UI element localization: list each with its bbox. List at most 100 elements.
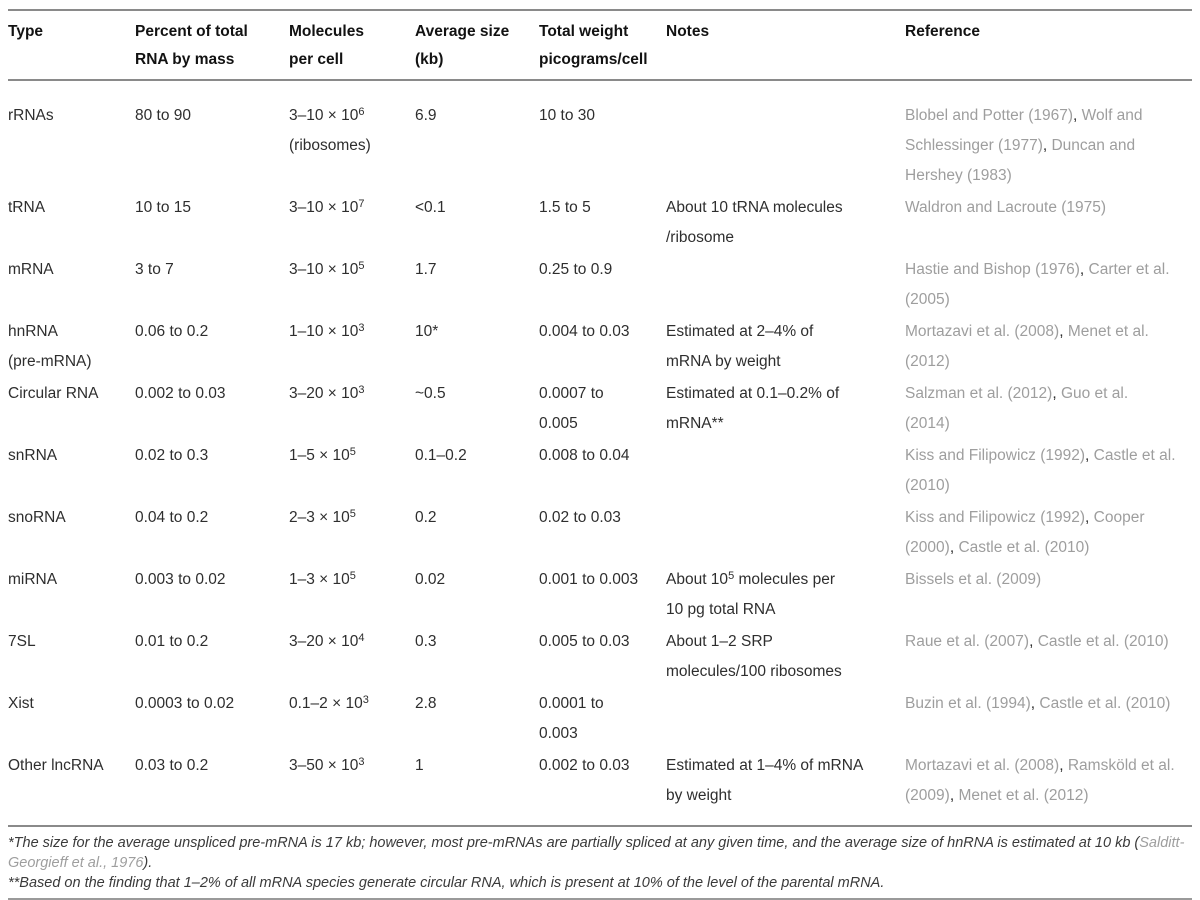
cell-notes: Estimated at 0.1–0.2% of mRNA**	[666, 377, 905, 439]
cell-weight: 0.001 to 0.003	[539, 563, 666, 625]
cell-size: 0.1–0.2	[415, 439, 539, 501]
cell-percent: 0.06 to 0.2	[135, 315, 289, 377]
cell-type: hnRNA (pre-mRNA)	[8, 315, 135, 377]
column-header-type-line1: Type	[8, 23, 44, 40]
text-segment: 80 to 90	[135, 107, 192, 124]
cell-reference: Mortazavi et al. (2008), Ramsköld et al.…	[905, 749, 1192, 825]
cell-weight: 0.005 to 0.03	[539, 625, 666, 687]
cell-reference: Bissels et al. (2009)	[905, 563, 1192, 625]
cell-size: 10*	[415, 315, 539, 377]
text-segment: 0.3	[415, 633, 437, 650]
column-header-notes: Notes	[666, 10, 905, 81]
superscript-exponent: 3	[358, 384, 365, 397]
column-header-molecules-line2: per cell	[289, 51, 344, 68]
text-segment: 3–20 × 10	[289, 633, 359, 650]
table-header-row: Type Percent of total RNA by mass Molecules…	[8, 10, 1192, 81]
citation-link[interactable]: Menet et al. (2012)	[905, 323, 1149, 370]
footnote-asterisk: *The size for the average unspliced pre-…	[8, 833, 1192, 873]
superscript-exponent: 5	[358, 260, 365, 273]
text-segment: mRNA	[8, 261, 54, 278]
cell-molecules: 3–10 × 106 (ribosomes)	[289, 80, 415, 191]
citation-link[interactable]: Menet et al. (2012)	[958, 787, 1089, 804]
cell-percent: 0.003 to 0.02	[135, 563, 289, 625]
cell-size: 1	[415, 749, 539, 825]
citation-link[interactable]: Duncan and Hershey (1983)	[905, 137, 1136, 184]
cell-weight: 0.002 to 0.03	[539, 749, 666, 825]
text-segment: /ribosome	[666, 229, 735, 246]
column-header-molecules: Molecules per cell	[289, 10, 415, 81]
table-body: rRNAs 80 to 90 3–10 × 106 (ribosomes) 6.9 10 …	[8, 80, 1192, 825]
citation-link[interactable]: Blobel and Potter (1967)	[905, 107, 1074, 124]
citation-separator: ,	[1029, 633, 1038, 650]
column-header-reference: Reference	[905, 10, 1192, 81]
citation-link[interactable]: Ramsköld et al. (2009)	[905, 757, 1175, 804]
citation-link[interactable]: Salditt-Georgieff et al., 1976	[8, 835, 1185, 871]
text-segment: 0.02 to 0.03	[539, 509, 621, 526]
citation-link[interactable]: Kiss and Filipowicz (1992)	[905, 447, 1086, 464]
cell-molecules: 1–5 × 105	[289, 439, 415, 501]
citation-link[interactable]: Wolf and Schlessinger (1977)	[905, 107, 1143, 154]
rna-abundance-table: Type Percent of total RNA by mass Molecules…	[8, 9, 1192, 825]
citation-link[interactable]: Kiss and Filipowicz (1992)	[905, 509, 1086, 526]
citation-link[interactable]: Waldron and Lacroute (1975)	[905, 199, 1107, 216]
citation-link[interactable]: Castle et al. (2010)	[1039, 695, 1171, 712]
cell-size: 0.02	[415, 563, 539, 625]
citation-link[interactable]: Carter et al. (2005)	[905, 261, 1170, 308]
cell-percent: 3 to 7	[135, 253, 289, 315]
text-segment: 1–3 × 10	[289, 571, 350, 588]
cell-weight: 0.004 to 0.03	[539, 315, 666, 377]
cell-percent: 0.002 to 0.03	[135, 377, 289, 439]
superscript-exponent: 7	[358, 198, 365, 211]
citation-link[interactable]: Salzman et al. (2012)	[905, 385, 1053, 402]
text-segment: 0.01 to 0.2	[135, 633, 209, 650]
citation-link[interactable]: Castle et al. (2010)	[1037, 633, 1169, 650]
citation-link[interactable]: Guo et al. (2014)	[905, 385, 1129, 432]
cell-reference: Buzin et al. (1994), Castle et al. (2010…	[905, 687, 1192, 749]
text-segment: Other lncRNA	[8, 757, 104, 774]
table-row: Xist 0.0003 to 0.02 0.1–2 × 103 2.8 0.0001 t…	[8, 687, 1192, 749]
citation-separator: ,	[1073, 107, 1082, 124]
citation-separator: ,	[1059, 757, 1068, 774]
cell-type: rRNAs	[8, 80, 135, 191]
citation-link[interactable]: Buzin et al. (1994)	[905, 695, 1031, 712]
cell-molecules: 3–20 × 104	[289, 625, 415, 687]
citation-separator: ,	[1079, 261, 1089, 278]
text-segment: rRNAs	[8, 107, 54, 124]
text-segment: 0.04 to 0.2	[135, 509, 209, 526]
text-segment: snoRNA	[8, 509, 66, 526]
cell-size: 2.8	[415, 687, 539, 749]
text-segment: 0.06 to 0.2	[135, 323, 209, 340]
table-row: snoRNA 0.04 to 0.2 2–3 × 105 0.2 0.02 to 0.0…	[8, 501, 1192, 563]
citation-link[interactable]: Mortazavi et al. (2008)	[905, 323, 1060, 340]
text-segment: Estimated at 2–4% of	[666, 323, 814, 340]
cell-reference: Raue et al. (2007), Castle et al. (2010)	[905, 625, 1192, 687]
cell-reference: Kiss and Filipowicz (1992), Cooper (2000…	[905, 501, 1192, 563]
citation-link[interactable]: Cooper (2000)	[905, 509, 1145, 556]
citation-link[interactable]: Castle et al. (2010)	[958, 539, 1090, 556]
text-segment: 0.005	[539, 415, 578, 432]
citation-link[interactable]: Mortazavi et al. (2008)	[905, 757, 1060, 774]
citation-link[interactable]: Bissels et al. (2009)	[905, 571, 1042, 588]
citation-link[interactable]: Castle et al. (2010)	[905, 447, 1176, 494]
cell-notes	[666, 80, 905, 191]
citation-link[interactable]: Raue et al. (2007)	[905, 633, 1030, 650]
text-segment: 3–10 × 10	[289, 199, 359, 216]
cell-type: Other lncRNA	[8, 749, 135, 825]
cell-notes	[666, 253, 905, 315]
text-segment: tRNA	[8, 199, 46, 216]
citation-separator: ,	[1030, 695, 1040, 712]
cell-type: snRNA	[8, 439, 135, 501]
cell-percent: 0.0003 to 0.02	[135, 687, 289, 749]
text-segment: 1.5 to 5	[539, 199, 591, 216]
text-segment: 0.001 to 0.003	[539, 571, 639, 588]
text-segment: 0.002 to 0.03	[135, 385, 226, 402]
text-segment: About 10	[666, 571, 729, 588]
text-segment: 10*	[415, 323, 439, 340]
citation-link[interactable]: Hastie and Bishop (1976)	[905, 261, 1080, 278]
text-segment: 0.03 to 0.2	[135, 757, 209, 774]
superscript-exponent: 5	[349, 570, 356, 583]
citation-separator: ,	[1052, 385, 1061, 402]
table-row: tRNA 10 to 15 3–10 × 107 <0.1 1.5 to 5 About …	[8, 191, 1192, 253]
column-header-notes-line1: Notes	[666, 23, 710, 40]
superscript-exponent: 5	[349, 446, 356, 459]
